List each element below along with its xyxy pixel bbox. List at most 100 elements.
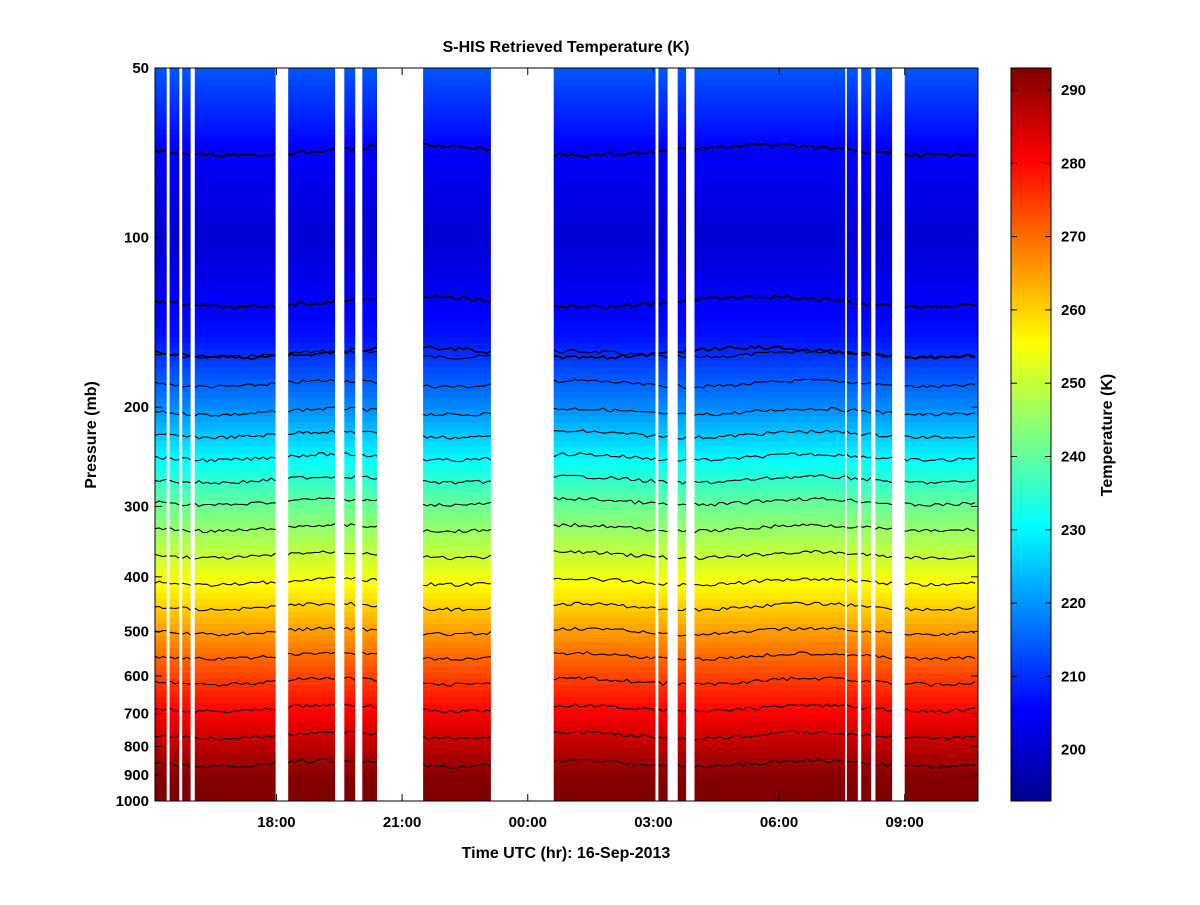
heatmap-band bbox=[155, 556, 978, 564]
heatmap-band bbox=[155, 520, 978, 527]
heatmap-band bbox=[155, 465, 978, 472]
heatmap-band bbox=[155, 80, 978, 87]
heatmap-band bbox=[155, 739, 978, 747]
data-gap bbox=[892, 68, 905, 801]
heatmap-band bbox=[155, 581, 978, 588]
heatmap-band bbox=[155, 562, 978, 570]
heatmap-band bbox=[155, 196, 978, 203]
isotherm-line bbox=[155, 378, 976, 389]
isotherm-line bbox=[155, 676, 976, 687]
colorbar-tick-label: 210 bbox=[1061, 668, 1086, 685]
heatmap-band bbox=[155, 574, 978, 582]
colorbar: 200 210 220 230 240 250 260 270 280 290 Temperatu… bbox=[1010, 67, 1116, 802]
heatmap-band bbox=[155, 782, 978, 790]
isotherm-line bbox=[155, 522, 976, 534]
data-gap bbox=[335, 68, 345, 801]
heatmap-band bbox=[155, 593, 978, 601]
heatmap-band bbox=[155, 770, 978, 778]
colorbar-tick-label: 270 bbox=[1061, 229, 1086, 246]
y-axis: 50 100 200 300 400 500 600 700 800 900 1000 bbox=[116, 60, 978, 810]
heatmap-band bbox=[155, 642, 978, 649]
heatmap-band bbox=[155, 697, 978, 704]
heatmap-band bbox=[155, 672, 978, 680]
colorbar-scale bbox=[1010, 67, 1052, 802]
data-gap bbox=[845, 68, 847, 801]
heatmap-band bbox=[155, 92, 978, 100]
heatmap-band bbox=[155, 147, 978, 155]
heatmap-band bbox=[155, 678, 978, 686]
heatmap-band bbox=[155, 361, 978, 368]
y-tick-label: 500 bbox=[124, 623, 149, 640]
heatmap-band bbox=[155, 605, 978, 613]
heatmap-band bbox=[155, 294, 978, 301]
heatmap-band bbox=[155, 794, 978, 801]
heatmap-band bbox=[155, 202, 978, 210]
heatmap-band bbox=[155, 709, 978, 717]
heatmap-band bbox=[155, 501, 978, 509]
heatmap-band bbox=[155, 397, 978, 405]
heatmap-band bbox=[155, 471, 978, 478]
heatmap-band bbox=[155, 544, 978, 552]
heatmap-band bbox=[155, 452, 978, 460]
colorbar-tick-label: 260 bbox=[1061, 302, 1086, 319]
heatmap-band bbox=[155, 532, 978, 539]
y-tick-label: 400 bbox=[124, 569, 149, 586]
heatmap-band bbox=[155, 245, 978, 252]
heatmap-band bbox=[155, 660, 978, 668]
heatmap-band bbox=[155, 367, 978, 375]
heatmap-band bbox=[155, 287, 978, 295]
isotherm-line bbox=[155, 497, 976, 508]
y-tick-label: 200 bbox=[124, 399, 149, 416]
heatmap-band bbox=[155, 391, 978, 399]
isotherm-line bbox=[155, 651, 976, 662]
y-tick-label: 700 bbox=[124, 706, 149, 723]
heatmap-band bbox=[155, 74, 978, 81]
heatmap-band bbox=[155, 691, 978, 698]
heatmap-band bbox=[155, 300, 978, 307]
heatmap-band bbox=[155, 116, 978, 124]
isotherm-line bbox=[155, 576, 976, 587]
heatmap-band bbox=[155, 489, 978, 497]
isotherm-contours bbox=[155, 142, 976, 770]
heatmap-band bbox=[155, 342, 978, 350]
heatmap-band bbox=[155, 776, 978, 784]
heatmap-band bbox=[155, 746, 978, 753]
heatmap-band bbox=[155, 758, 978, 765]
heatmap-band bbox=[155, 764, 978, 772]
plot-area bbox=[155, 68, 978, 801]
heatmap-band bbox=[155, 629, 978, 637]
heatmap-band bbox=[155, 306, 978, 313]
heatmap-band bbox=[155, 587, 978, 594]
heatmap-band bbox=[155, 788, 978, 796]
heatmap-band bbox=[155, 355, 978, 362]
heatmap-band bbox=[155, 141, 978, 149]
heatmap-band bbox=[155, 68, 978, 75]
colorbar-tick-label: 200 bbox=[1061, 742, 1086, 759]
data-gap bbox=[857, 68, 862, 801]
colorbar-ticks: 200 210 220 230 240 250 260 270 280 290 bbox=[1011, 82, 1086, 759]
heatmap-band bbox=[155, 257, 978, 265]
plot-frame bbox=[154, 67, 979, 802]
data-gap bbox=[179, 68, 183, 801]
heatmap-band bbox=[155, 379, 978, 387]
y-tick-label: 800 bbox=[124, 738, 149, 755]
heatmap-band bbox=[155, 623, 978, 631]
heatmap-band bbox=[155, 251, 978, 258]
heatmap-band bbox=[155, 275, 978, 283]
data-gap bbox=[166, 68, 170, 801]
x-tick-label: 06:00 bbox=[760, 814, 798, 831]
heatmap-band bbox=[155, 86, 978, 94]
isotherm-line bbox=[155, 549, 976, 561]
heatmap-band bbox=[155, 324, 978, 332]
heatmap-band bbox=[155, 617, 978, 625]
heatmap-band bbox=[155, 184, 978, 191]
data-gap bbox=[686, 68, 695, 801]
heatmap-band bbox=[155, 422, 978, 429]
heatmap-band bbox=[155, 434, 978, 442]
colorbar-tick-label: 280 bbox=[1061, 155, 1086, 172]
colorbar-label: Temperature (K) bbox=[1099, 374, 1116, 496]
data-gap bbox=[355, 68, 363, 801]
heatmap-band bbox=[155, 599, 978, 607]
